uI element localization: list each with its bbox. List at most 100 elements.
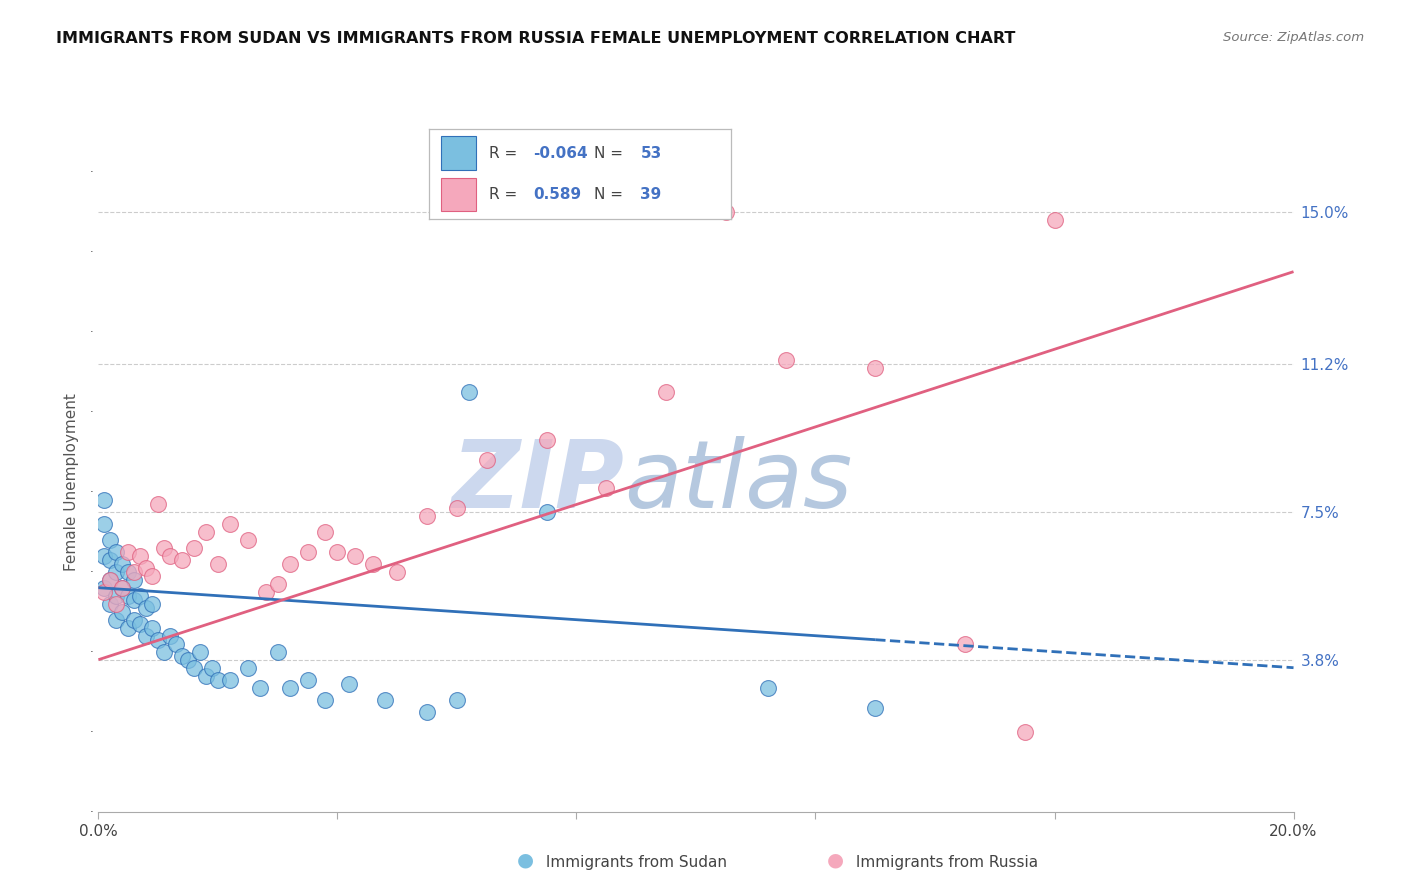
Point [177, 653, 200, 667]
Point [100, 552, 122, 566]
Point [315, 692, 337, 706]
Text: Source: ZipAtlas.com: Source: ZipAtlas.com [1223, 31, 1364, 45]
Point [117, 544, 139, 558]
Point [105, 597, 128, 611]
Point [219, 516, 242, 531]
Point [93, 492, 115, 507]
Point [865, 360, 887, 375]
Point [135, 600, 157, 615]
Point [159, 629, 181, 643]
Point [124, 592, 146, 607]
Point [93, 516, 115, 531]
Point [374, 692, 396, 706]
Point [153, 541, 176, 555]
Point [249, 681, 271, 695]
Point [100, 573, 122, 587]
Text: ZIP: ZIP [451, 435, 624, 528]
Point [183, 661, 205, 675]
Point [105, 613, 128, 627]
Point [141, 568, 163, 582]
Point [416, 705, 439, 719]
Point [153, 645, 176, 659]
Point [536, 505, 558, 519]
Point [297, 673, 319, 687]
Point [159, 549, 181, 563]
Text: N =: N = [593, 146, 627, 161]
Point [111, 581, 134, 595]
Point [100, 573, 122, 587]
Point [446, 500, 468, 515]
Point [100, 597, 122, 611]
Point [141, 597, 163, 611]
Point [267, 576, 290, 591]
Point [111, 581, 134, 595]
Point [278, 681, 301, 695]
Point [595, 481, 617, 495]
Y-axis label: Female Unemployment: Female Unemployment [65, 392, 79, 571]
Point [183, 541, 205, 555]
Point [236, 661, 259, 675]
Point [129, 589, 152, 603]
Point [775, 352, 797, 367]
Point [148, 497, 170, 511]
Text: atlas: atlas [624, 436, 852, 527]
Point [135, 560, 157, 574]
Point [93, 584, 115, 599]
Point [363, 557, 385, 571]
Point [458, 384, 481, 399]
Point [207, 557, 229, 571]
Text: R =: R = [489, 146, 523, 161]
Point [326, 544, 349, 558]
Point [201, 661, 224, 675]
Point [446, 692, 468, 706]
Text: IMMIGRANTS FROM SUDAN VS IMMIGRANTS FROM RUSSIA FEMALE UNEMPLOYMENT CORRELATION : IMMIGRANTS FROM SUDAN VS IMMIGRANTS FROM… [56, 31, 1015, 46]
Point [236, 533, 259, 547]
Point [117, 589, 139, 603]
Text: N =: N = [593, 187, 627, 202]
Point [93, 549, 115, 563]
Point [141, 621, 163, 635]
Point [219, 673, 242, 687]
Point [344, 549, 367, 563]
Point [129, 616, 152, 631]
Point [188, 645, 211, 659]
Point [93, 581, 115, 595]
Point [1043, 212, 1066, 227]
Point [117, 621, 139, 635]
Point [1014, 724, 1036, 739]
Point [148, 632, 170, 647]
Text: 0.589: 0.589 [533, 187, 581, 202]
Point [865, 700, 887, 714]
Point [195, 669, 218, 683]
Point [124, 573, 146, 587]
Point [117, 565, 139, 579]
Text: 53: 53 [641, 146, 662, 161]
Text: 39: 39 [641, 187, 662, 202]
Point [111, 557, 134, 571]
Point [105, 544, 128, 558]
Point [475, 452, 498, 467]
Text: ●: ● [827, 851, 844, 870]
Text: Immigrants from Sudan: Immigrants from Sudan [541, 855, 727, 870]
Point [278, 557, 301, 571]
Point [172, 648, 194, 663]
Point [756, 681, 779, 695]
Point [385, 565, 409, 579]
Point [267, 645, 290, 659]
Point [105, 565, 128, 579]
Point [953, 637, 976, 651]
Point [124, 613, 146, 627]
Point [714, 204, 737, 219]
Point [124, 565, 146, 579]
Point [297, 544, 319, 558]
Point [105, 589, 128, 603]
Point [254, 584, 277, 599]
Point [100, 533, 122, 547]
Point [129, 549, 152, 563]
Text: -0.064: -0.064 [533, 146, 588, 161]
Text: R =: R = [489, 187, 523, 202]
Point [655, 384, 678, 399]
Point [416, 508, 439, 523]
Point [135, 629, 157, 643]
Bar [441, 136, 475, 170]
